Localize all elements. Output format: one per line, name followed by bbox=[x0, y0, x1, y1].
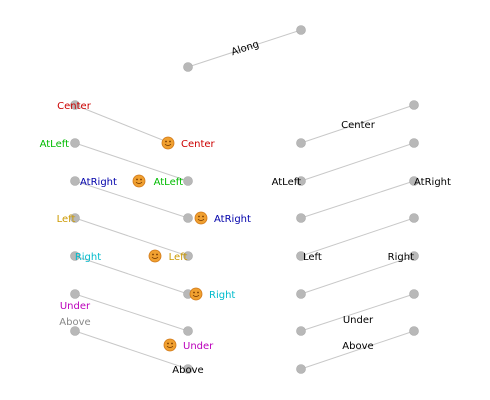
node bbox=[70, 176, 80, 186]
node bbox=[70, 289, 80, 299]
right-label-end: Right bbox=[209, 290, 235, 301]
atright-label-end: AtRight bbox=[214, 214, 251, 225]
smiley-icon bbox=[194, 211, 208, 225]
under-label-start: Under bbox=[60, 301, 91, 312]
edge-under-right: Under bbox=[296, 289, 419, 336]
left-label-start: Left bbox=[57, 214, 76, 225]
smiley-icon bbox=[148, 249, 162, 263]
edge-left-right: Left bbox=[296, 213, 419, 263]
atright-label-start: AtRight bbox=[80, 177, 117, 188]
node bbox=[70, 100, 80, 110]
node bbox=[409, 213, 419, 223]
above-label-start: Above bbox=[59, 317, 90, 328]
center-label-right: Center bbox=[341, 120, 376, 131]
node bbox=[183, 213, 193, 223]
node bbox=[183, 62, 193, 72]
edge-center-right: Center bbox=[296, 100, 419, 148]
node bbox=[296, 364, 306, 374]
along-label: Along bbox=[230, 39, 260, 58]
node bbox=[296, 213, 306, 223]
node bbox=[409, 326, 419, 336]
node bbox=[70, 326, 80, 336]
node bbox=[296, 25, 306, 35]
edge-atright-right: AtRight bbox=[296, 176, 451, 223]
atleft-label-right: AtLeft bbox=[272, 177, 301, 188]
node bbox=[409, 138, 419, 148]
atleft-label-end: AtLeft bbox=[154, 177, 183, 188]
smiley-icon bbox=[189, 287, 203, 301]
right-label-start: Right bbox=[75, 252, 101, 263]
node bbox=[183, 326, 193, 336]
under-label-right: Under bbox=[343, 315, 374, 326]
node bbox=[296, 138, 306, 148]
left-label-end: Left bbox=[169, 252, 188, 263]
center-label-start: Center bbox=[57, 101, 92, 112]
atright-label-right: AtRight bbox=[414, 177, 451, 188]
edge-above-left: Above Above bbox=[59, 317, 203, 376]
edge-atleft-left: AtLeft AtLeft bbox=[40, 138, 193, 188]
node bbox=[409, 289, 419, 299]
edge-atleft-right: AtLeft bbox=[272, 138, 419, 188]
smiley-icon bbox=[132, 174, 146, 188]
center-label-end: Center bbox=[181, 139, 216, 150]
edge-above-right: Above bbox=[296, 326, 419, 374]
right-label-right: Right bbox=[388, 252, 414, 263]
node bbox=[70, 251, 80, 261]
node bbox=[296, 326, 306, 336]
smiley-icon bbox=[161, 136, 175, 150]
left-label-right: Left bbox=[303, 252, 322, 263]
node bbox=[183, 251, 193, 261]
edge-center-left: Center Center bbox=[57, 100, 216, 150]
above-label-right: Above bbox=[342, 341, 373, 352]
edge-right-left: Right Right bbox=[70, 251, 235, 301]
node bbox=[183, 364, 193, 374]
node bbox=[409, 100, 419, 110]
edge-under-left: Under Under bbox=[60, 289, 214, 352]
node bbox=[409, 176, 419, 186]
node bbox=[70, 213, 80, 223]
node bbox=[296, 289, 306, 299]
edge-atright-left: AtRight AtRight bbox=[70, 176, 251, 225]
edge-left-left: Left Left bbox=[57, 213, 193, 263]
node bbox=[296, 251, 306, 261]
node bbox=[183, 176, 193, 186]
node bbox=[70, 138, 80, 148]
smiley-icon bbox=[163, 338, 177, 352]
under-label-end: Under bbox=[183, 341, 214, 352]
atleft-label-start: AtLeft bbox=[40, 139, 69, 150]
above-label-end: Above bbox=[172, 365, 203, 376]
node bbox=[409, 251, 419, 261]
edge-along: Along bbox=[183, 25, 306, 72]
node bbox=[296, 176, 306, 186]
edge-right-right: Right bbox=[296, 251, 419, 299]
